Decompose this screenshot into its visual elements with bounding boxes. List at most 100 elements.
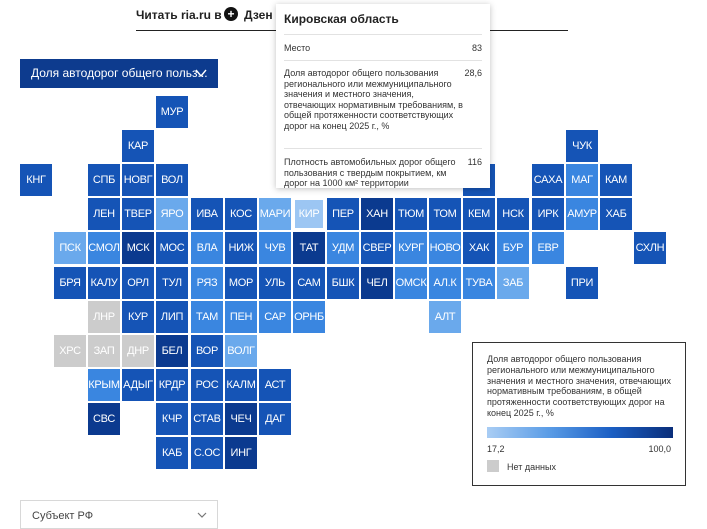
- read-on-label: Читать ria.ru в: [136, 8, 222, 22]
- region-tile[interactable]: НСК: [497, 198, 529, 230]
- region-tile[interactable]: ЧЕЧ: [225, 403, 257, 435]
- region-tile[interactable]: КРДР: [156, 369, 188, 401]
- region-tooltip: Кировская область Место 83 Доля автодоро…: [276, 4, 490, 188]
- region-tile[interactable]: ПСК: [54, 232, 86, 264]
- region-tile[interactable]: ДНР: [122, 335, 154, 367]
- region-tile[interactable]: АСТ: [259, 369, 291, 401]
- chevron-down-icon: [197, 512, 207, 518]
- region-tile[interactable]: НОВГ: [122, 164, 154, 196]
- region-tile[interactable]: КАМ: [600, 164, 632, 196]
- region-tile[interactable]: АЛТ: [429, 301, 461, 333]
- region-tile[interactable]: ВОЛ: [156, 164, 188, 196]
- region-tile[interactable]: ХАБ: [600, 198, 632, 230]
- region-tile[interactable]: БУР: [497, 232, 529, 264]
- dzen-plus-icon[interactable]: +: [224, 7, 238, 21]
- region-tile[interactable]: МАРИ: [259, 198, 291, 230]
- metric-dropdown-value: Доля автодорог общего польз...: [31, 66, 208, 80]
- region-tile[interactable]: ДАГ: [259, 403, 291, 435]
- region-tile[interactable]: СВС: [88, 403, 120, 435]
- color-legend: Доля автодорог общего пользования регион…: [472, 342, 686, 486]
- region-tile[interactable]: ХАН: [361, 198, 393, 230]
- region-tile[interactable]: КЧР: [156, 403, 188, 435]
- region-tile[interactable]: СМОЛ: [88, 232, 120, 264]
- region-tile[interactable]: ТУВА: [463, 267, 495, 299]
- region-tile[interactable]: МОР: [225, 267, 257, 299]
- region-tile[interactable]: КАЛМ: [225, 369, 257, 401]
- region-tile[interactable]: ЛНР: [88, 301, 120, 333]
- region-tile[interactable]: МСК: [122, 232, 154, 264]
- dzen-link[interactable]: Дзен: [244, 8, 273, 22]
- region-tile[interactable]: КАР: [122, 130, 154, 162]
- region-tile[interactable]: ИНГ: [225, 437, 257, 469]
- tooltip-row-rank: Место 83: [284, 34, 482, 61]
- region-tile[interactable]: АЛ.К: [429, 267, 461, 299]
- region-tile[interactable]: ТОМ: [429, 198, 461, 230]
- region-tile[interactable]: МУР: [156, 96, 188, 128]
- region-tile[interactable]: ЧЕЛ: [361, 267, 393, 299]
- tooltip-row-label: Место: [284, 43, 311, 53]
- region-tile[interactable]: МАГ: [566, 164, 598, 196]
- region-tile[interactable]: ПЕН: [225, 301, 257, 333]
- region-tile[interactable]: ЧУК: [566, 130, 598, 162]
- region-tile[interactable]: ЧУВ: [259, 232, 291, 264]
- region-tile[interactable]: НИЖ: [225, 232, 257, 264]
- region-tile[interactable]: ОМСК: [395, 267, 427, 299]
- metric-dropdown[interactable]: Доля автодорог общего польз...: [20, 59, 218, 88]
- region-tile[interactable]: РОС: [191, 369, 223, 401]
- region-tile[interactable]: СПБ: [88, 164, 120, 196]
- region-tile[interactable]: ЛЕН: [88, 198, 120, 230]
- region-tile[interactable]: УДМ: [327, 232, 359, 264]
- region-tile[interactable]: СТАВ: [191, 403, 223, 435]
- region-tile[interactable]: КАБ: [156, 437, 188, 469]
- region-tile[interactable]: ИВА: [191, 198, 223, 230]
- region-tile[interactable]: ВЛА: [191, 232, 223, 264]
- region-tile[interactable]: КИР: [293, 198, 325, 230]
- legend-no-data-label: Нет данных: [507, 462, 556, 472]
- region-tile[interactable]: ХРС: [54, 335, 86, 367]
- region-tile[interactable]: ТАМ: [191, 301, 223, 333]
- region-tile[interactable]: СХЛН: [634, 232, 666, 264]
- region-tile[interactable]: СВЕР: [361, 232, 393, 264]
- region-tile[interactable]: МОС: [156, 232, 188, 264]
- region-tile[interactable]: КЕМ: [463, 198, 495, 230]
- region-tile[interactable]: ЗАП: [88, 335, 120, 367]
- region-tile[interactable]: ИРК: [532, 198, 564, 230]
- region-tile[interactable]: КАЛУ: [88, 267, 120, 299]
- region-tile[interactable]: КУРГ: [395, 232, 427, 264]
- legend-min: 17,2: [487, 444, 505, 454]
- region-tile[interactable]: УЛЬ: [259, 267, 291, 299]
- region-tile[interactable]: КНГ: [20, 164, 52, 196]
- region-tile[interactable]: ПРИ: [566, 267, 598, 299]
- region-tile[interactable]: НОВО: [429, 232, 461, 264]
- region-tile[interactable]: САМ: [293, 267, 325, 299]
- region-tile[interactable]: ЗАБ: [497, 267, 529, 299]
- region-tile[interactable]: ХАК: [463, 232, 495, 264]
- region-tile[interactable]: ВОР: [191, 335, 223, 367]
- region-tile[interactable]: АМУР: [566, 198, 598, 230]
- region-tile[interactable]: РЯЗ: [191, 267, 223, 299]
- region-tile[interactable]: ЯРО: [156, 198, 188, 230]
- region-tile[interactable]: ВОЛГ: [225, 335, 257, 367]
- region-tile[interactable]: ТАТ: [293, 232, 325, 264]
- region-dropdown[interactable]: Субъект РФ: [20, 500, 218, 529]
- region-tile[interactable]: КОС: [225, 198, 257, 230]
- region-tile[interactable]: ТУЛ: [156, 267, 188, 299]
- region-tile[interactable]: БШК: [327, 267, 359, 299]
- region-tile[interactable]: САХА: [532, 164, 564, 196]
- region-tile[interactable]: ПЕР: [327, 198, 359, 230]
- region-tile[interactable]: ТЮМ: [395, 198, 427, 230]
- chevron-down-icon: [195, 69, 207, 78]
- region-tile[interactable]: КУР: [122, 301, 154, 333]
- region-tile[interactable]: САР: [259, 301, 291, 333]
- region-tile[interactable]: ЕВР: [532, 232, 564, 264]
- region-tile[interactable]: АДЫГ: [122, 369, 154, 401]
- region-tile[interactable]: БЕЛ: [156, 335, 188, 367]
- region-tile[interactable]: ОРЛ: [122, 267, 154, 299]
- region-tile[interactable]: ТВЕР: [122, 198, 154, 230]
- region-tile[interactable]: ОРНБ: [293, 301, 325, 333]
- region-tile[interactable]: ЛИП: [156, 301, 188, 333]
- region-tile[interactable]: С.ОС: [191, 437, 223, 469]
- region-tile[interactable]: КРЫМ: [88, 369, 120, 401]
- region-tile[interactable]: БРЯ: [54, 267, 86, 299]
- legend-title: Доля автодорог общего пользования регион…: [487, 354, 672, 418]
